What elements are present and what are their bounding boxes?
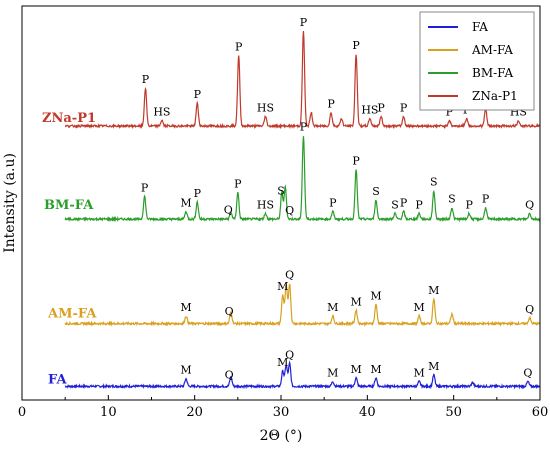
legend: FA AM-FA BM-FA ZNa-P1 [419, 11, 535, 111]
series-label-zna-p1: ZNa-P1 [42, 111, 96, 126]
x-tick-label: 30 [273, 405, 290, 420]
peak-label: P [352, 39, 360, 52]
peak-label: P [300, 121, 308, 134]
peak-label: M [327, 367, 338, 380]
x-tick-label: 0 [18, 405, 26, 420]
peak-label: HS [257, 198, 274, 211]
peak-label: P [141, 181, 149, 194]
peak-label: P [446, 105, 454, 118]
x-tick-label: 40 [359, 405, 376, 420]
peak-label: HS [361, 103, 378, 116]
series-line-zna-p1 [64, 30, 541, 130]
peak-label: Q [525, 303, 534, 316]
x-tick-label: 10 [100, 405, 117, 420]
peak-label: P [327, 98, 335, 111]
peak-label: Q [285, 268, 294, 281]
x-tick-label: 20 [186, 405, 203, 420]
peak-label: Q [224, 204, 233, 217]
series-label-fa: FA [48, 372, 67, 387]
peak-label: P [400, 197, 408, 210]
peak-label: M [428, 284, 439, 297]
series-line-bm-fa [64, 136, 541, 223]
peak-label: S [372, 185, 380, 198]
legend-entry-am-fa: AM-FA [471, 43, 513, 57]
legend-entry-bm-fa: BM-FA [472, 66, 513, 80]
peak-label: Q [523, 367, 532, 380]
legend-entry-zna-p1: ZNa-P1 [472, 89, 518, 103]
series-label-am-fa: AM-FA [47, 307, 97, 322]
peak-label: P [352, 155, 360, 168]
peak-label: P [194, 88, 202, 101]
series-labels: FA AM-FA BM-FA ZNa-P1 [42, 111, 97, 387]
y-axis-label: Intensity (a.u) [2, 153, 18, 253]
peak-label: S [391, 198, 399, 211]
peak-label: M [370, 363, 381, 376]
peak-label: M [370, 290, 381, 303]
series-line-fa [64, 360, 541, 390]
series-label-bm-fa: BM-FA [44, 198, 94, 213]
peak-label: M [180, 301, 191, 314]
peak-label: P [400, 102, 408, 115]
x-axis-ticks: 0 10 20 30 40 50 60 [18, 395, 548, 420]
peak-label: M [277, 280, 288, 293]
peak-label: P [234, 178, 242, 191]
peak-label: P [300, 16, 308, 29]
peak-label: M [428, 360, 439, 373]
peak-label: M [180, 364, 191, 377]
peak-label: S [277, 184, 285, 197]
legend-box [419, 11, 535, 111]
series-layer [64, 30, 541, 390]
peak-label: HS [257, 102, 274, 115]
x-axis-label: 2Θ (°) [260, 428, 303, 444]
peak-label: P [142, 73, 150, 86]
peak-label: P [235, 41, 243, 54]
peak-label: P [329, 197, 337, 210]
legend-entry-fa: FA [472, 20, 488, 34]
peak-label: P [482, 193, 490, 206]
peak-label: P [194, 187, 202, 200]
peak-label: P [415, 198, 423, 211]
peak-label: HS [153, 105, 170, 118]
peak-label: M [350, 295, 361, 308]
series-line-am-fa [64, 283, 541, 327]
peak-label: M [277, 356, 288, 369]
peak-label: P [377, 102, 385, 115]
peak-label: M [180, 197, 191, 210]
peak-label: S [430, 176, 438, 189]
peak-label: M [413, 367, 424, 380]
peak-label: Q [225, 305, 234, 318]
peak-label: Q [225, 368, 234, 381]
peak-label: P [465, 198, 473, 211]
x-tick-label: 50 [445, 405, 462, 420]
peak-label: Q [525, 198, 534, 211]
peak-label: S [448, 193, 456, 206]
x-tick-label: 60 [532, 405, 549, 420]
peak-label: M [350, 363, 361, 376]
peak-label: Q [285, 348, 294, 361]
peak-label: M [413, 301, 424, 314]
peak-label: Q [285, 204, 294, 217]
peak-label: M [327, 301, 338, 314]
